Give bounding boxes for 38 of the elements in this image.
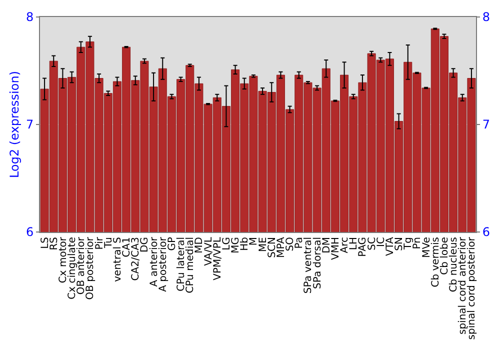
x-tick-label: Pir: [94, 236, 106, 250]
x-tick-label: MPA: [276, 236, 287, 258]
x-tick-label: M: [248, 237, 260, 246]
x-tick-label: VTA: [384, 236, 396, 256]
x-tick-label: LG: [221, 237, 232, 250]
x-tick-label: DG: [140, 237, 151, 252]
x-tick-label: DM: [321, 237, 332, 254]
x-tick-label: A anterior: [148, 236, 160, 287]
y-tick-label: 6: [26, 225, 34, 240]
x-tick-label: VPM/VPL: [212, 236, 224, 280]
x-tick-label: GP: [166, 237, 178, 251]
y-tick-label: 8: [26, 10, 34, 24]
x-tick-label: Cb lobe: [439, 237, 450, 275]
x-tick-label: spinal cord posterior: [466, 236, 478, 340]
x-tick-label: SPa dorsal: [312, 237, 324, 289]
x-tick-label: VMH: [330, 237, 342, 260]
x-tick-label: A posterior: [158, 236, 169, 292]
x-tick-label: ventral S: [112, 237, 124, 282]
x-tick-label: LS: [40, 237, 51, 249]
x-tick-label: MD: [194, 236, 206, 254]
y2-tick-label: 7: [482, 118, 490, 132]
x-tick-label: PAG: [358, 237, 369, 257]
x-tick-label: Tg: [403, 237, 414, 250]
x-tick-label: Pa: [294, 237, 306, 249]
x-tick-label: OB posterior: [85, 236, 96, 300]
y2-tick-label: 8: [482, 10, 490, 24]
x-tick-label: SCN: [266, 237, 278, 258]
x-tick-label: MVe: [421, 237, 432, 258]
y2-tick-label: 6: [482, 225, 490, 240]
x-tick-label: IC: [376, 236, 387, 247]
x-tick-label: RS: [48, 237, 60, 250]
x-tick-label: ME: [258, 237, 269, 252]
y-axis-title: Log2 (expression): [7, 71, 22, 178]
y-tick-label: 7: [26, 118, 34, 132]
x-tick-label: VA/VL: [203, 236, 214, 266]
x-tick-label: Pn: [412, 237, 424, 250]
x-tick-label: SC: [366, 236, 378, 250]
x-tick-label: Tu: [103, 237, 114, 249]
